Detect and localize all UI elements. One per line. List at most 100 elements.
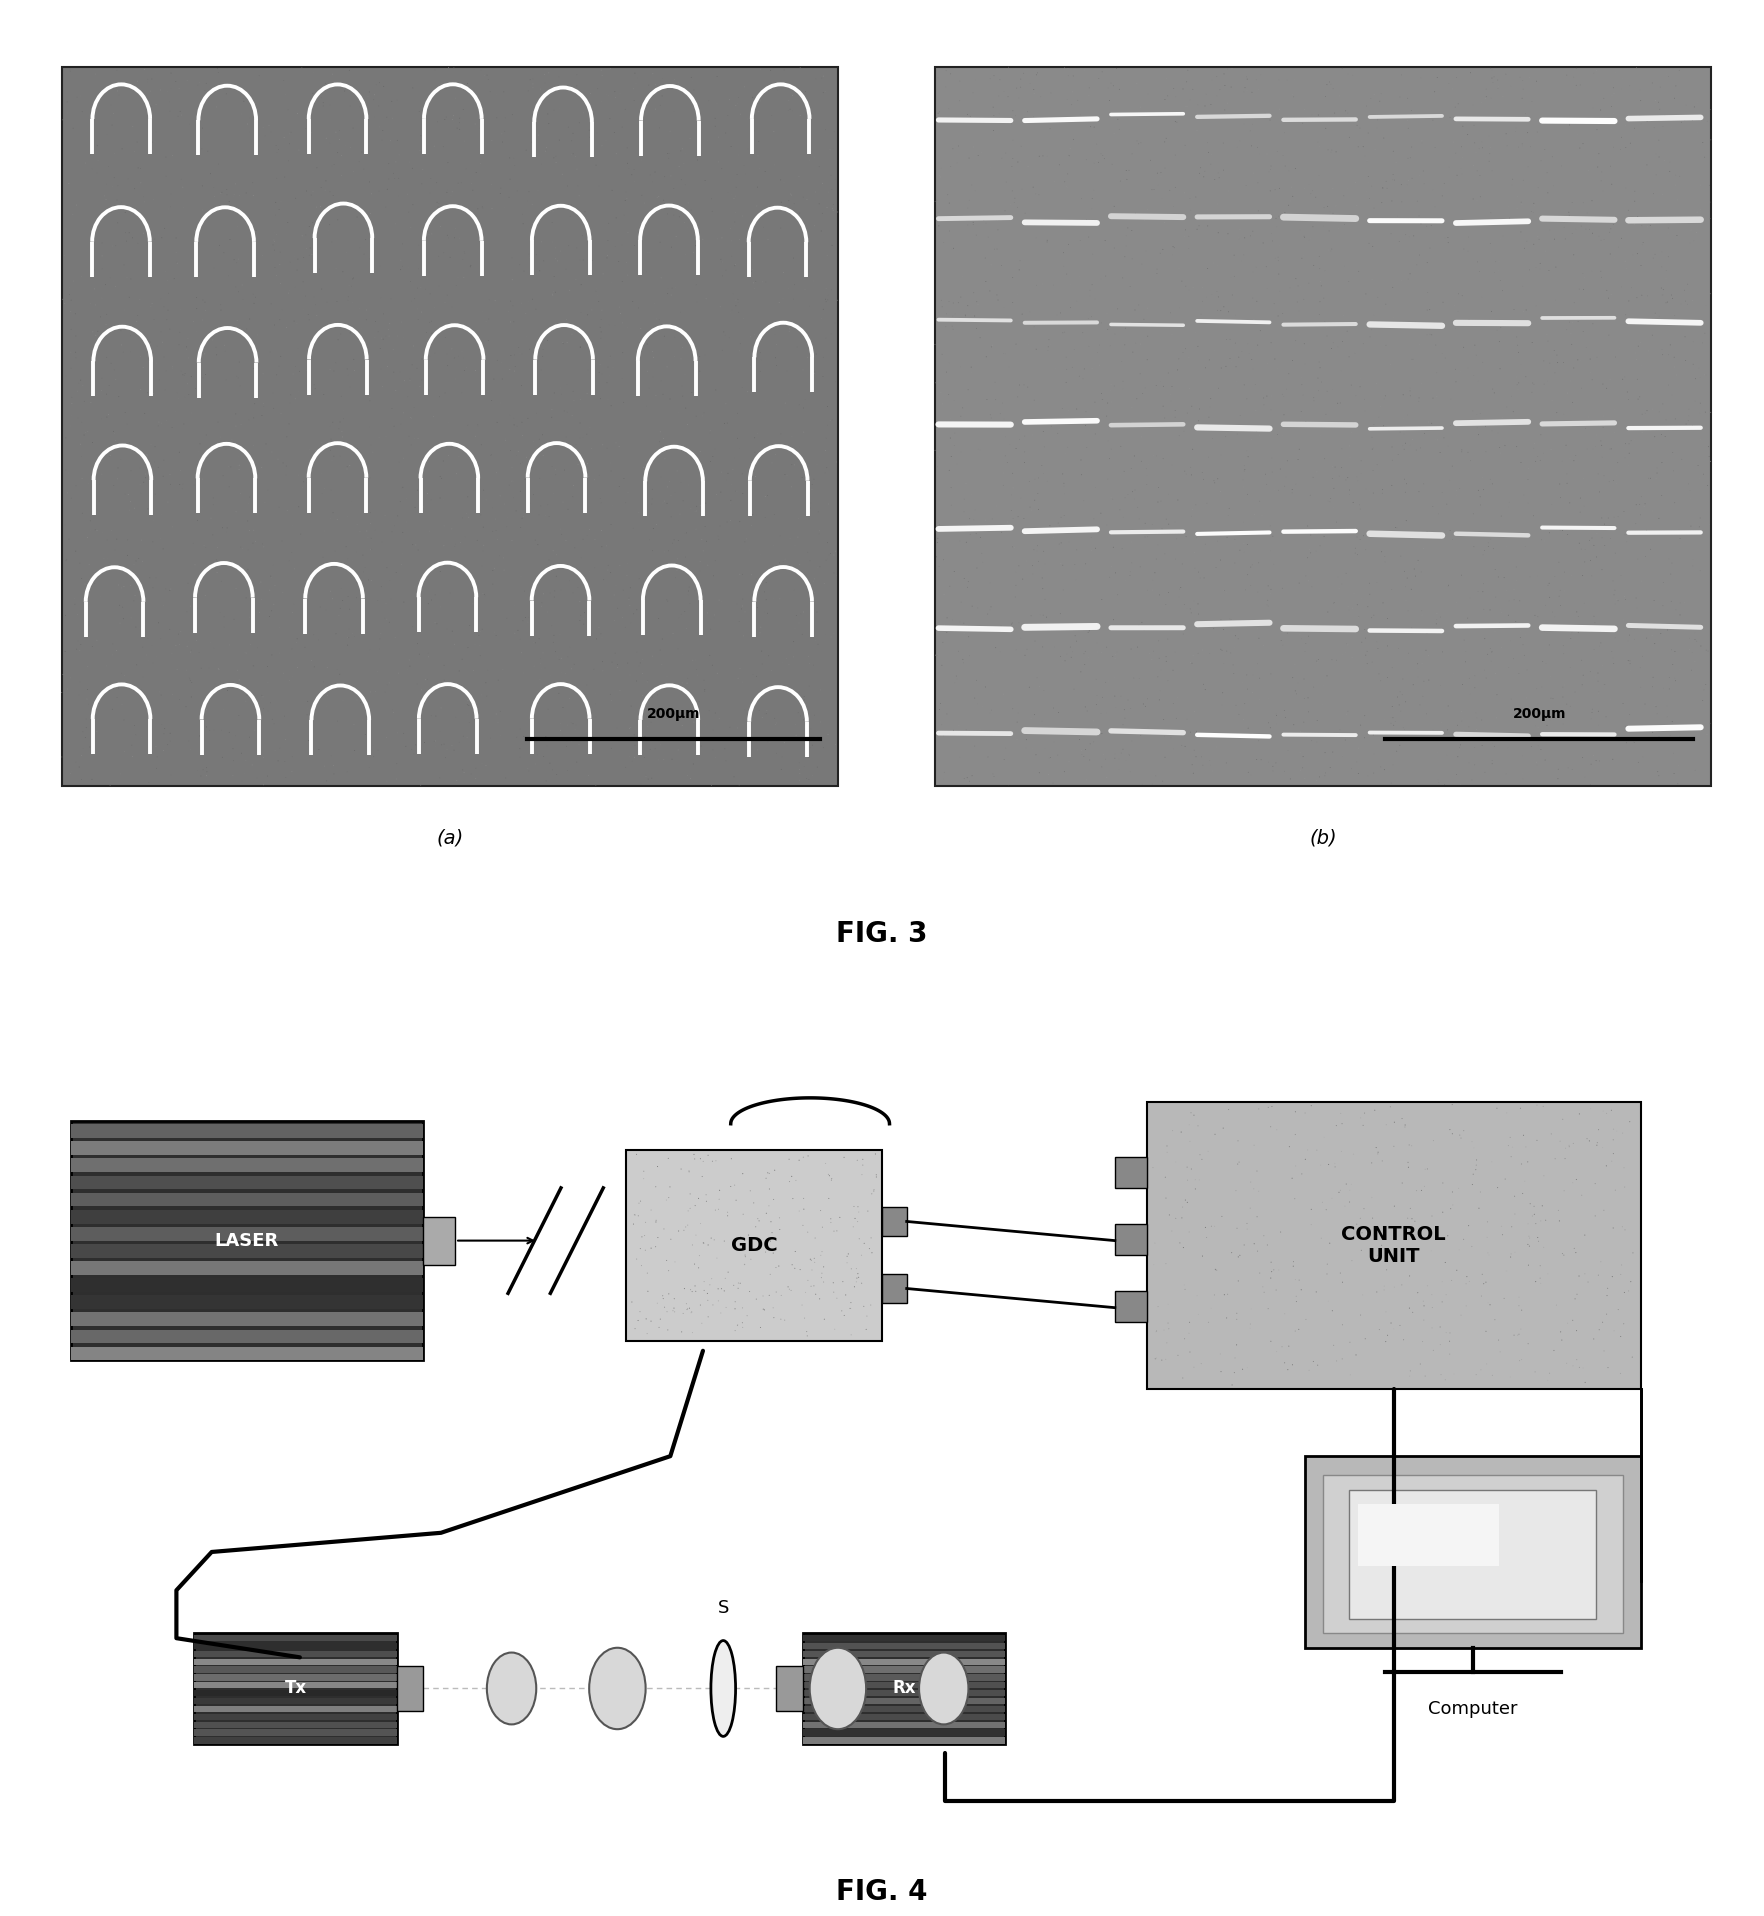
Point <box>56 56 85 86</box>
Point <box>1429 412 1457 443</box>
Point <box>236 741 265 772</box>
Point <box>734 1220 762 1251</box>
Point <box>1311 738 1339 768</box>
Point <box>1203 276 1231 307</box>
Point <box>1461 749 1489 780</box>
Point <box>729 1293 757 1324</box>
Point <box>210 238 238 268</box>
Point <box>1438 450 1466 481</box>
Point <box>587 531 616 561</box>
Point <box>1422 192 1450 222</box>
Point <box>138 429 166 460</box>
Point <box>730 596 759 627</box>
Point <box>790 684 818 715</box>
Point <box>452 353 480 383</box>
Point <box>700 103 729 134</box>
Point <box>259 230 288 261</box>
Point <box>741 318 769 349</box>
Point <box>1473 663 1501 694</box>
Point <box>542 460 570 490</box>
Point <box>1030 734 1058 764</box>
Point <box>669 134 697 165</box>
Point <box>1434 715 1462 745</box>
Point <box>1178 391 1207 422</box>
Point <box>1281 65 1309 96</box>
Point <box>801 1222 829 1253</box>
Point <box>1258 575 1286 605</box>
Point <box>122 611 150 642</box>
Point <box>647 80 676 111</box>
Point <box>1233 659 1261 690</box>
Point <box>744 153 773 184</box>
Point <box>464 194 492 224</box>
Point <box>333 544 362 575</box>
Point <box>1358 232 1387 262</box>
Point <box>1544 753 1572 784</box>
Point <box>1316 1228 1344 1259</box>
Point <box>1157 297 1185 328</box>
Point <box>120 586 148 617</box>
FancyBboxPatch shape <box>194 1682 397 1688</box>
Point <box>176 682 205 713</box>
Point <box>1235 102 1263 132</box>
Point <box>542 232 570 262</box>
Point <box>1658 280 1686 310</box>
Point <box>293 699 321 730</box>
Point <box>766 584 794 615</box>
FancyBboxPatch shape <box>803 1659 1005 1665</box>
Point <box>1274 718 1302 749</box>
Point <box>1378 709 1406 740</box>
Point <box>356 535 385 565</box>
Point <box>1143 259 1171 289</box>
Point <box>924 443 953 473</box>
Point <box>1605 724 1633 755</box>
Point <box>1117 559 1145 590</box>
Point <box>1464 475 1492 506</box>
Point <box>171 360 199 391</box>
Point <box>1388 431 1416 462</box>
Point <box>771 728 799 759</box>
Point <box>475 326 503 356</box>
Point <box>1365 659 1394 690</box>
Point <box>593 125 621 155</box>
Point <box>1596 217 1625 247</box>
Point <box>748 701 776 732</box>
Point <box>150 718 178 749</box>
Point <box>767 648 796 678</box>
Point <box>817 159 845 190</box>
Point <box>1060 512 1088 542</box>
Point <box>1471 1266 1499 1297</box>
Point <box>1614 377 1642 408</box>
Point <box>79 255 108 285</box>
Point <box>693 598 721 628</box>
Point <box>1584 667 1612 697</box>
Point <box>1071 636 1099 667</box>
Point <box>1461 330 1489 360</box>
Point <box>1131 692 1159 722</box>
Point <box>721 1286 750 1316</box>
Point <box>1007 130 1035 161</box>
Point <box>1279 663 1307 694</box>
Point <box>1325 213 1353 243</box>
Point <box>277 387 305 418</box>
Point <box>1446 1299 1475 1330</box>
Point <box>310 174 339 205</box>
Point <box>762 330 790 360</box>
Point <box>584 280 612 310</box>
Point <box>1429 287 1457 318</box>
Point <box>1150 126 1178 157</box>
Point <box>1577 1094 1605 1125</box>
Point <box>1217 1238 1245 1268</box>
Point <box>651 536 679 567</box>
Point <box>455 502 483 533</box>
Point <box>400 284 429 314</box>
Point <box>323 653 351 684</box>
Point <box>1367 665 1395 696</box>
Point <box>316 176 344 207</box>
Point <box>1134 199 1162 230</box>
Point <box>113 226 141 257</box>
Point <box>1147 238 1175 268</box>
Point <box>725 605 753 636</box>
Point <box>233 680 261 711</box>
Point <box>1124 577 1152 607</box>
